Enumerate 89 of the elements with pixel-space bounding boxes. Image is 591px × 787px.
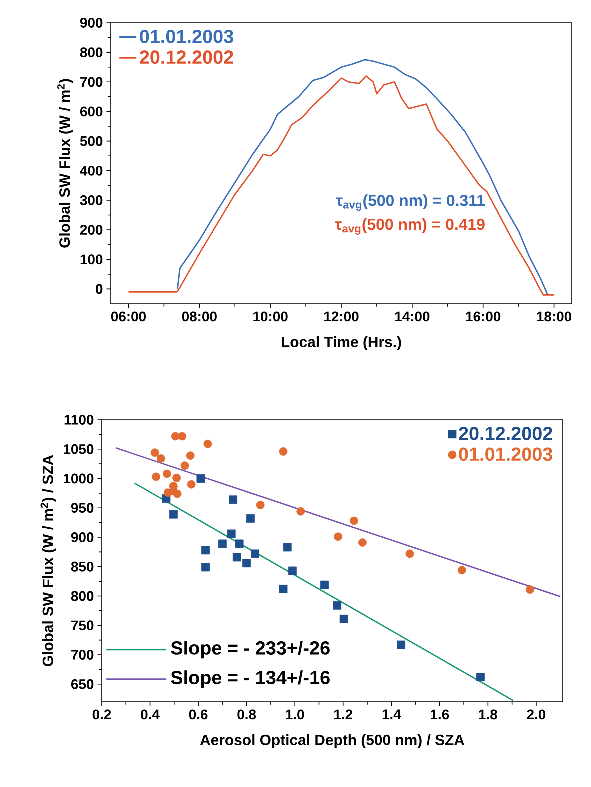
point <box>162 470 172 478</box>
legend-label: 20.12.2002 <box>459 427 552 440</box>
point <box>242 559 252 568</box>
x-tick-label: 0.6 <box>189 710 208 720</box>
x-tick-label: 18:00 <box>537 312 572 322</box>
point <box>171 432 180 441</box>
y-axis-title: Global SW Flux (W / m$^{2}$) <box>58 79 74 248</box>
y-tick-label: 1050 <box>64 444 94 454</box>
point <box>476 673 485 682</box>
y-tick-label: 1000 <box>64 474 94 484</box>
y-tick-label: 650 <box>71 679 94 690</box>
point <box>406 550 414 558</box>
y-tick-label: 400 <box>80 166 103 176</box>
x-tick-label: 16:00 <box>466 312 501 322</box>
y-axis-title: Global SW Flux (W / m$^{2}$) / SZA <box>40 455 56 666</box>
point <box>227 530 236 538</box>
x-tick-label: 2.0 <box>527 710 546 720</box>
point <box>202 563 210 572</box>
legend-label: 01.01.2003 <box>459 448 553 462</box>
legend-label: 01.01.2003 <box>140 30 234 44</box>
y-tick-label: 0 <box>96 284 103 294</box>
point <box>358 538 367 547</box>
legend-label: Slope = - 233+/-26 <box>171 641 330 659</box>
y-tick-label: 500 <box>80 136 103 146</box>
x-tick-label: 1.0 <box>286 710 304 720</box>
x-tick-label: 08:00 <box>182 312 217 322</box>
point <box>296 507 306 516</box>
point <box>340 614 348 624</box>
x-tick-label: 06:00 <box>111 312 146 322</box>
point <box>218 540 227 548</box>
point <box>526 586 534 594</box>
y-tick-label: 900 <box>71 532 94 542</box>
point <box>279 585 288 594</box>
point <box>333 601 342 610</box>
annotation: τ$_{avg}$(500 nm) = 0.311 <box>336 194 486 212</box>
x-tick-label: 1.2 <box>334 710 353 720</box>
point <box>235 540 244 548</box>
point <box>232 553 242 562</box>
y-tick-label: 900 <box>80 18 103 28</box>
point <box>186 452 195 460</box>
legend-label: Slope = - 134+/-16 <box>171 670 330 688</box>
y-tick-label: 800 <box>80 48 103 58</box>
point <box>397 640 406 650</box>
point <box>251 550 260 558</box>
x-tick-label: 1.6 <box>431 710 450 720</box>
x-tick-label: 1.4 <box>382 710 402 720</box>
point <box>204 440 212 448</box>
point <box>288 566 297 576</box>
x-tick-label: 0.4 <box>141 710 160 720</box>
y-tick-label: 850 <box>71 562 94 572</box>
point <box>320 580 329 590</box>
point <box>246 514 255 523</box>
point <box>458 566 466 575</box>
x-tick-label: 10:00 <box>254 312 288 322</box>
point <box>169 510 178 519</box>
annotation: τ$_{avg}$(500 nm) = 0.419 <box>335 218 485 235</box>
point <box>156 454 166 463</box>
point <box>350 516 358 526</box>
y-tick-label: 1100 <box>64 415 94 425</box>
point <box>334 532 342 542</box>
point <box>178 432 187 441</box>
x-tick-label: 14:00 <box>395 312 430 322</box>
point <box>196 474 206 483</box>
y-tick-label: 300 <box>80 196 103 206</box>
x-tick-label: 1.8 <box>479 710 498 720</box>
point <box>180 462 190 470</box>
y-tick-label: 950 <box>71 503 94 514</box>
legend-label: 20.12.2002 <box>140 50 234 64</box>
y-tick-label: 700 <box>80 77 103 88</box>
point <box>150 448 160 458</box>
x-axis-title: Aerosol Optical Depth (500 nm) / SZA <box>200 734 465 748</box>
point <box>172 474 182 482</box>
y-tick-label: 700 <box>72 650 94 660</box>
x-tick-label: 0.8 <box>238 710 256 720</box>
point <box>256 500 265 510</box>
y-tick-label: 600 <box>80 106 103 117</box>
x-tick-label: 0.2 <box>92 710 112 720</box>
point <box>229 496 238 504</box>
y-tick-label: 100 <box>80 254 103 265</box>
y-tick-label: 200 <box>80 225 103 235</box>
point <box>187 480 196 489</box>
y-tick-label: 750 <box>72 620 94 631</box>
point <box>152 472 161 482</box>
x-axis-title: Local Time (Hrs.) <box>282 336 402 350</box>
point <box>283 543 292 552</box>
point <box>202 546 210 555</box>
y-tick-label: 800 <box>71 591 94 602</box>
point <box>279 448 288 456</box>
x-tick-label: 12:00 <box>324 312 359 322</box>
